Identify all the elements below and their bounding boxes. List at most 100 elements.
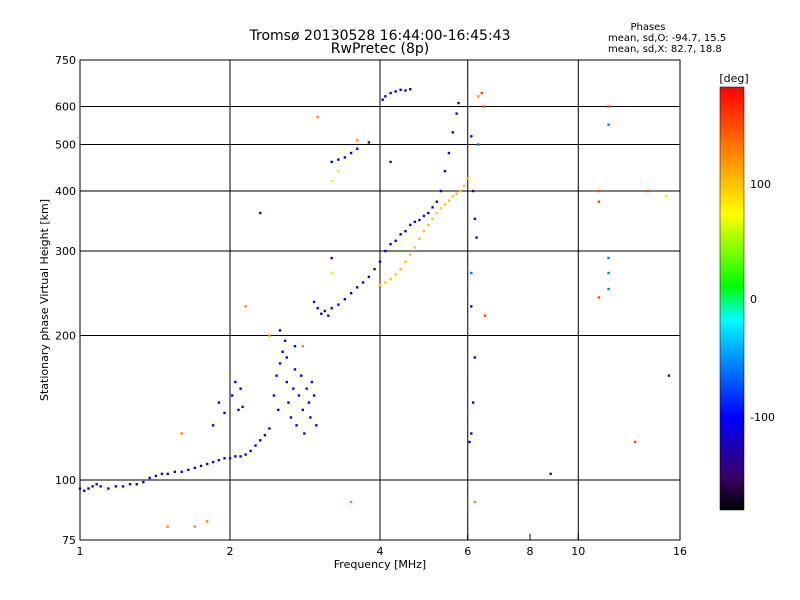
y-tick-label: 75 <box>62 534 76 547</box>
data-point <box>307 401 311 404</box>
data-point <box>193 466 197 470</box>
data-point <box>180 470 183 474</box>
data-point <box>323 309 327 313</box>
data-point <box>422 229 426 233</box>
data-point <box>384 281 387 284</box>
data-point <box>217 458 221 462</box>
data-point <box>381 98 384 101</box>
stats-heading: Phases <box>630 22 665 33</box>
data-point <box>78 487 82 490</box>
data-point <box>439 189 443 193</box>
data-point <box>384 249 387 253</box>
data-point <box>473 500 477 504</box>
data-point <box>473 356 477 359</box>
data-point <box>193 525 197 528</box>
data-point <box>223 457 226 460</box>
data-point <box>275 374 278 377</box>
data-point <box>310 380 314 384</box>
data-point <box>470 432 473 435</box>
x-tick-label: 8 <box>527 545 534 558</box>
data-point <box>451 195 455 198</box>
data-point <box>316 116 319 119</box>
data-point <box>278 329 282 332</box>
x-axis-ticks: 1 2 4 6 8 10 16 <box>77 534 687 558</box>
data-point <box>95 483 98 486</box>
data-point <box>285 380 288 384</box>
data-point <box>427 211 430 215</box>
data-point <box>99 485 102 488</box>
data-point <box>482 105 485 108</box>
data-point <box>217 401 221 404</box>
data-point <box>471 401 475 404</box>
data-point <box>597 296 601 299</box>
data-point <box>239 455 242 458</box>
data-point <box>337 303 340 306</box>
data-point <box>471 189 475 193</box>
data-point <box>187 468 190 472</box>
data-point <box>281 350 284 353</box>
data-point <box>237 408 240 412</box>
data-point <box>378 260 382 263</box>
data-point <box>283 339 287 343</box>
data-point <box>413 220 417 224</box>
data-point <box>211 424 215 427</box>
data-point <box>241 405 244 409</box>
data-point <box>431 217 434 221</box>
x-tick-label: 2 <box>227 545 234 558</box>
data-points <box>78 87 671 528</box>
data-point <box>268 427 271 430</box>
data-point <box>289 416 293 419</box>
data-point <box>180 432 183 435</box>
x-axis-label: Frequency [MHz] <box>334 558 426 571</box>
data-point <box>259 439 262 442</box>
data-point <box>477 143 480 146</box>
data-point <box>367 141 371 144</box>
data-point <box>330 160 333 164</box>
data-point <box>234 380 237 384</box>
data-point <box>597 200 601 203</box>
data-point <box>384 95 387 98</box>
data-point <box>409 87 412 91</box>
colorbar <box>719 86 745 511</box>
data-point <box>228 457 232 460</box>
data-point <box>367 275 371 279</box>
data-point <box>337 169 340 173</box>
data-point <box>355 147 359 150</box>
data-point <box>277 408 280 412</box>
data-point <box>459 189 462 193</box>
data-point <box>404 260 407 263</box>
data-point <box>301 408 305 412</box>
data-point <box>330 307 333 310</box>
grid-lines <box>80 60 680 540</box>
data-point <box>435 200 438 203</box>
data-point <box>378 283 382 287</box>
data-point <box>297 394 301 397</box>
data-point <box>148 476 151 480</box>
data-point <box>142 480 145 484</box>
data-point <box>305 387 308 390</box>
data-point <box>389 160 392 164</box>
y-tick-label: 600 <box>55 101 76 114</box>
data-point <box>135 483 138 486</box>
chart-subtitle: RwPretec (8p) <box>331 41 429 57</box>
data-point <box>404 229 407 233</box>
data-point <box>301 345 305 348</box>
data-point <box>389 91 392 95</box>
data-point <box>239 387 242 390</box>
data-point <box>211 460 215 464</box>
data-point <box>664 195 668 198</box>
data-point <box>166 525 169 528</box>
data-point <box>278 362 282 365</box>
data-point <box>87 487 90 490</box>
data-point <box>394 239 397 243</box>
colorbar-label: [deg] <box>719 72 748 85</box>
data-point <box>316 307 319 310</box>
data-point <box>199 464 203 468</box>
stats-x-mode: mean, sd,X: 82.7, 18.8 <box>608 44 722 55</box>
data-point <box>268 334 271 337</box>
stats-o-mode: mean, sd,O: -94.7, 15.5 <box>608 33 726 44</box>
data-point <box>427 223 430 227</box>
data-point <box>91 485 94 488</box>
data-point <box>315 424 318 427</box>
data-point <box>483 314 487 317</box>
